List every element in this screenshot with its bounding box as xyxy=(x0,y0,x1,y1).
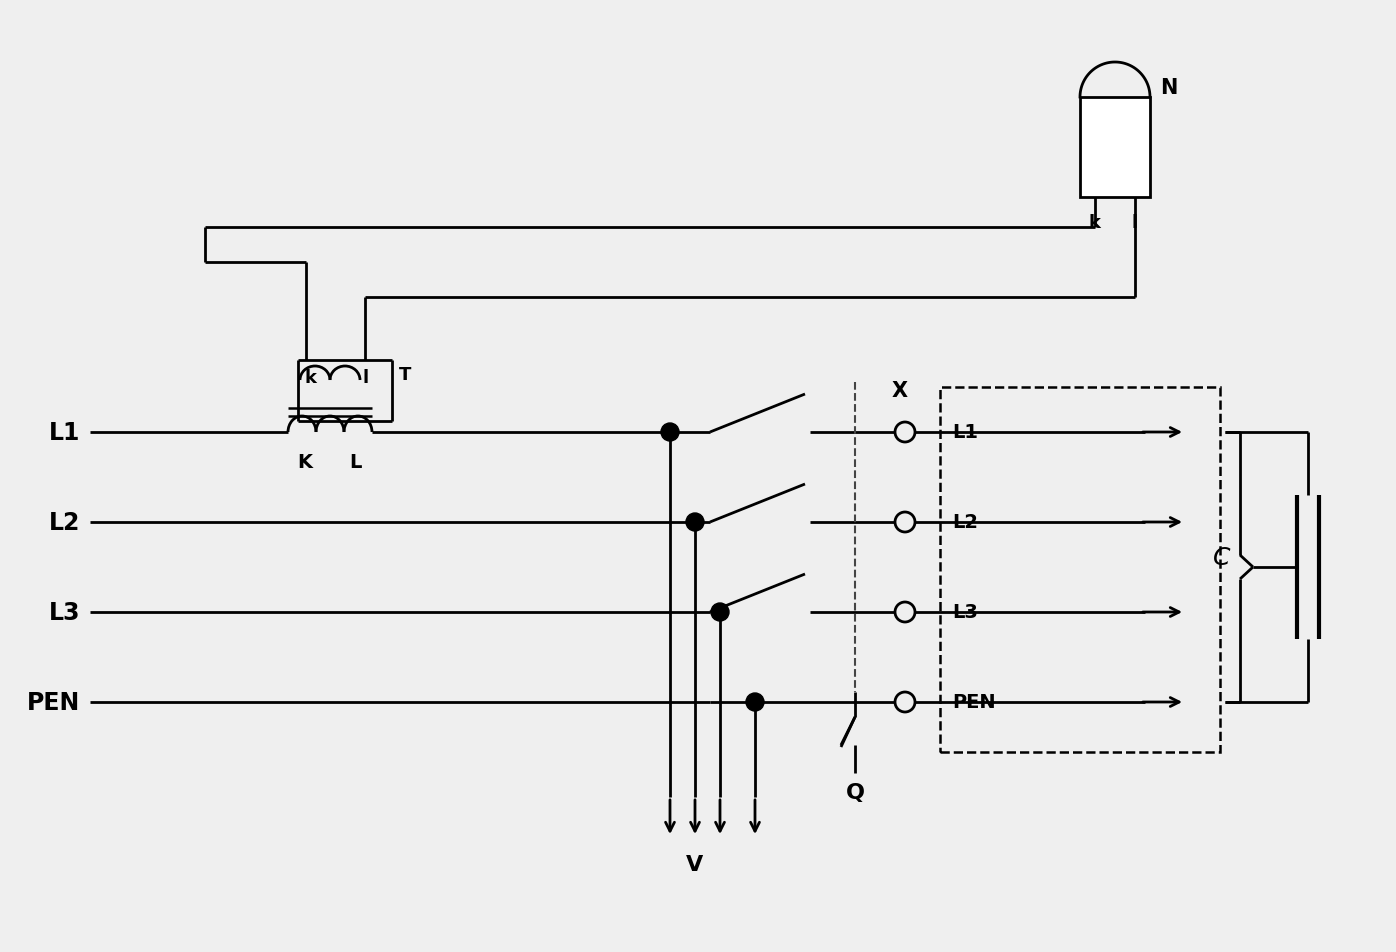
Circle shape xyxy=(895,423,914,443)
Text: V: V xyxy=(687,854,704,874)
Text: T: T xyxy=(399,366,412,384)
Circle shape xyxy=(711,604,729,622)
Circle shape xyxy=(895,692,914,712)
Bar xyxy=(1081,98,1150,198)
Text: N: N xyxy=(1160,78,1177,98)
Text: L1: L1 xyxy=(952,423,979,442)
Circle shape xyxy=(745,693,764,711)
Text: L2: L2 xyxy=(49,510,80,534)
Text: $C$: $C$ xyxy=(1212,545,1231,569)
Text: L3: L3 xyxy=(952,603,977,622)
Text: L: L xyxy=(349,453,362,472)
Text: L1: L1 xyxy=(49,421,80,445)
Text: Q: Q xyxy=(846,783,864,803)
Text: $Q^{\geq}$: $Q^{\geq}$ xyxy=(1092,134,1131,162)
Circle shape xyxy=(895,603,914,623)
Text: K: K xyxy=(297,453,313,472)
Text: L2: L2 xyxy=(952,513,979,532)
Text: k: k xyxy=(1089,214,1101,231)
Bar xyxy=(940,387,1220,752)
Circle shape xyxy=(685,513,704,531)
Text: PEN: PEN xyxy=(27,690,80,714)
Text: k: k xyxy=(304,368,315,387)
Text: L3: L3 xyxy=(49,601,80,625)
Circle shape xyxy=(660,424,678,442)
Text: l: l xyxy=(363,368,369,387)
Text: PEN: PEN xyxy=(952,693,995,712)
Circle shape xyxy=(895,512,914,532)
Text: X: X xyxy=(892,381,907,401)
Text: l: l xyxy=(1132,214,1138,231)
